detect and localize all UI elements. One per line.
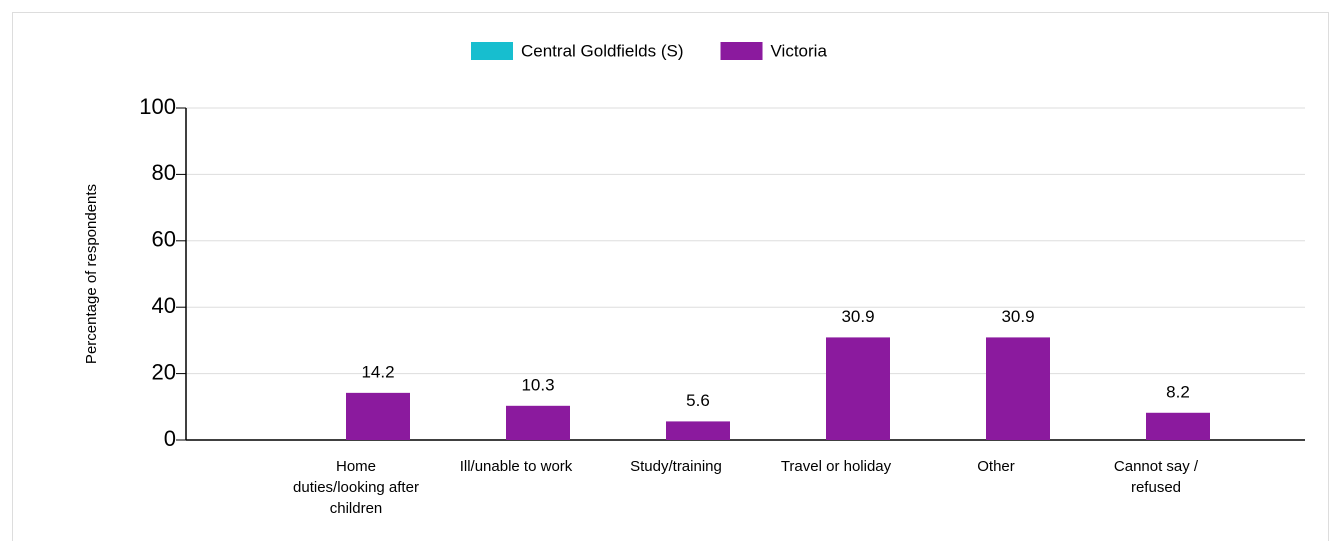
data-label: 10.3 (521, 375, 554, 394)
data-label: 14.2 (361, 362, 394, 381)
data-label: 8.2 (1166, 382, 1190, 401)
y-tick-label: 20 (152, 359, 176, 384)
y-tick-label: 0 (164, 426, 176, 451)
data-label: 30.9 (1001, 307, 1034, 326)
bar (1146, 412, 1210, 440)
x-tick-label: Travel or holiday (780, 458, 892, 475)
bar (986, 337, 1050, 440)
bar (666, 421, 730, 440)
data-label: 5.6 (686, 391, 710, 410)
y-tick-label: 100 (139, 94, 176, 119)
y-tick-label: 40 (152, 293, 176, 318)
legend-label: Central Goldfields (S) (521, 41, 684, 60)
x-tick-label: Cannot say / refused (1113, 458, 1199, 496)
bar (506, 405, 570, 440)
y-tick-label: 80 (152, 160, 176, 185)
x-tick-label: Other (977, 458, 1015, 475)
x-tick-label: Study/training (630, 458, 722, 475)
legend-label: Victoria (771, 41, 828, 60)
legend-swatch (471, 42, 513, 60)
x-tick-label: Ill/unable to work (459, 458, 573, 475)
data-label: 30.9 (841, 307, 874, 326)
y-tick-label: 60 (152, 227, 176, 252)
x-tick-label: Home duties/looking after children (293, 458, 419, 517)
y-axis-label: Percentage of respondents (83, 184, 100, 364)
bar (826, 337, 890, 440)
chart-border (12, 12, 1329, 541)
bar (346, 392, 410, 440)
legend-swatch (720, 42, 763, 60)
